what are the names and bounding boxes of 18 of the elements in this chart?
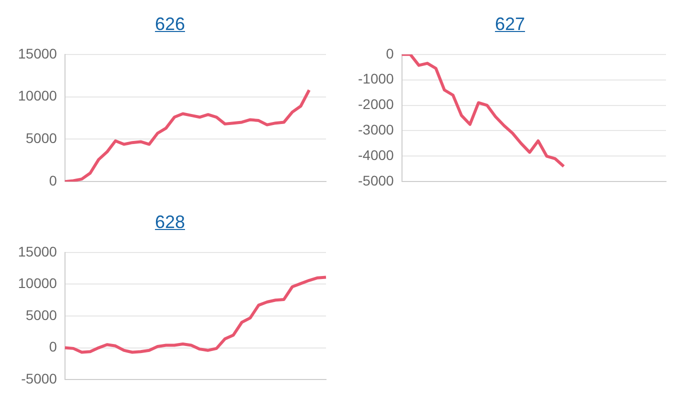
y-tick-label: -2000 <box>358 96 394 112</box>
chart-title: 627 <box>494 13 526 36</box>
y-tick-label: 10000 <box>18 275 58 292</box>
chart-title: 628 <box>154 211 186 234</box>
y-tick-label: 0 <box>386 45 394 62</box>
y-tick-label: 15000 <box>18 45 58 62</box>
y-tick-label: 5000 <box>26 130 58 146</box>
y-tick-label: -5000 <box>358 172 394 188</box>
y-tick-label: 5000 <box>26 306 58 323</box>
chart-title: 626 <box>154 13 186 36</box>
y-tick-label: 15000 <box>18 243 58 260</box>
y-tick-label: -1000 <box>358 70 394 87</box>
y-tick-label: -4000 <box>358 147 394 164</box>
y-tick-label: -3000 <box>358 122 394 138</box>
y-tick-label: 10000 <box>18 88 58 104</box>
y-tick-label: 0 <box>49 338 58 355</box>
y-tick-label: 0 <box>49 172 58 188</box>
y-tick-label: -5000 <box>21 370 58 386</box>
